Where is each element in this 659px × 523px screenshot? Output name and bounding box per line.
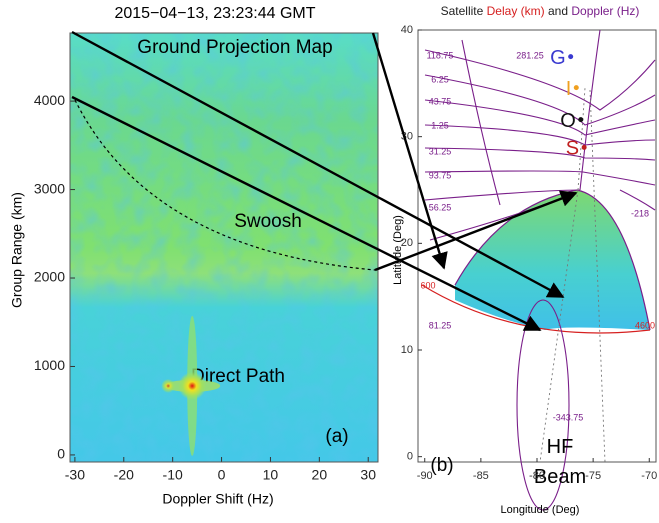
- satellite-marker: [578, 117, 584, 123]
- y-tick-label: 3000: [34, 180, 65, 196]
- satellite-marker: [573, 85, 579, 91]
- x-axis-label: Longitude (Deg): [501, 504, 580, 516]
- x-tick-label: 10: [263, 467, 279, 483]
- x-tick-label: -30: [65, 467, 85, 483]
- doppler-label: 31.25: [429, 146, 452, 156]
- title: 2015−04−13, 23:23:44 GMT: [114, 5, 315, 22]
- title-part: Delay (km): [487, 4, 545, 18]
- peak-side: [161, 378, 176, 393]
- doppler-label: 281.25: [516, 50, 544, 60]
- annotation: Ground Projection Map: [137, 37, 332, 58]
- x-tick-label: 20: [312, 467, 328, 483]
- annotation-part: Beam: [534, 466, 586, 488]
- plot-frame: [69, 32, 379, 463]
- y-tick-label: 10: [401, 344, 413, 356]
- projection-arrows: [71, 30, 578, 332]
- peak: [178, 371, 207, 400]
- x-axis-label: Doppler Shift (Hz): [162, 491, 273, 507]
- panel-a: 2015−04−13, 23:23:44 GMT Doppler Shift (…: [9, 5, 379, 507]
- swoosh-curve: [74, 99, 376, 271]
- y-tick-label: 40: [401, 24, 413, 36]
- delay-label: 600: [420, 280, 435, 290]
- x-tick-label: -75: [585, 470, 601, 482]
- doppler-contours: [424, 29, 656, 511]
- annotation-part: HF: [547, 436, 574, 458]
- y-tick-label: 2000: [34, 269, 65, 285]
- satellite-marker: [581, 144, 587, 150]
- heatmap-texture: [70, 33, 378, 462]
- x-tick-label: -70: [641, 470, 657, 482]
- annotation: Swoosh: [234, 211, 302, 232]
- doppler-label: 56.25: [429, 202, 452, 212]
- satellite-label: S: [566, 138, 579, 160]
- x-tick-label: -80: [529, 470, 545, 482]
- doppler-label: 93.75: [429, 170, 452, 180]
- satellite-label: O: [560, 110, 576, 132]
- y-tick-label: 1000: [34, 357, 65, 373]
- x-tick-label: 0: [218, 467, 226, 483]
- panel-b: Satellite Delay (km) and Doppler (Hz) HF…: [392, 4, 657, 516]
- y-axis-label: Group Range (km): [9, 192, 25, 308]
- y-tick-label: 0: [57, 446, 65, 462]
- annotation: (a): [325, 426, 348, 447]
- doppler-label: 43.75: [429, 96, 452, 106]
- x-tick-label: -20: [114, 467, 134, 483]
- title-part: Satellite: [441, 4, 484, 18]
- x-tick-label: 30: [360, 467, 376, 483]
- annotation: Direct Path: [191, 366, 285, 387]
- title-part: Doppler (Hz): [571, 4, 639, 18]
- y-tick-label: 20: [401, 237, 413, 249]
- satellite-label: I: [566, 78, 572, 100]
- doppler-label: 1.25: [431, 120, 449, 130]
- x-tick-label: -85: [473, 470, 489, 482]
- doppler-label: 118.75: [427, 50, 454, 60]
- y-tick-label: 0: [407, 451, 413, 463]
- annotation: (b): [430, 455, 453, 476]
- delay-label: 4600: [635, 320, 655, 330]
- doppler-label: -343.75: [553, 412, 584, 422]
- beam-edges: [539, 87, 606, 463]
- satellite-marker: [568, 54, 574, 60]
- doppler-label: 6.25: [431, 74, 449, 84]
- y-tick-label: 4000: [34, 92, 65, 108]
- annotation: HF Beam: [534, 436, 586, 488]
- doppler-label: -218: [631, 208, 649, 218]
- x-tick-label: -90: [417, 470, 433, 482]
- title: Satellite Delay (km) and Doppler (Hz): [441, 4, 640, 18]
- x-tick-label: -10: [163, 467, 183, 483]
- satellite-label: G: [550, 47, 566, 69]
- title-part: and: [548, 4, 568, 18]
- doppler-label: 81.25: [429, 320, 452, 330]
- y-axis-label: Latitude (Deg): [392, 215, 404, 285]
